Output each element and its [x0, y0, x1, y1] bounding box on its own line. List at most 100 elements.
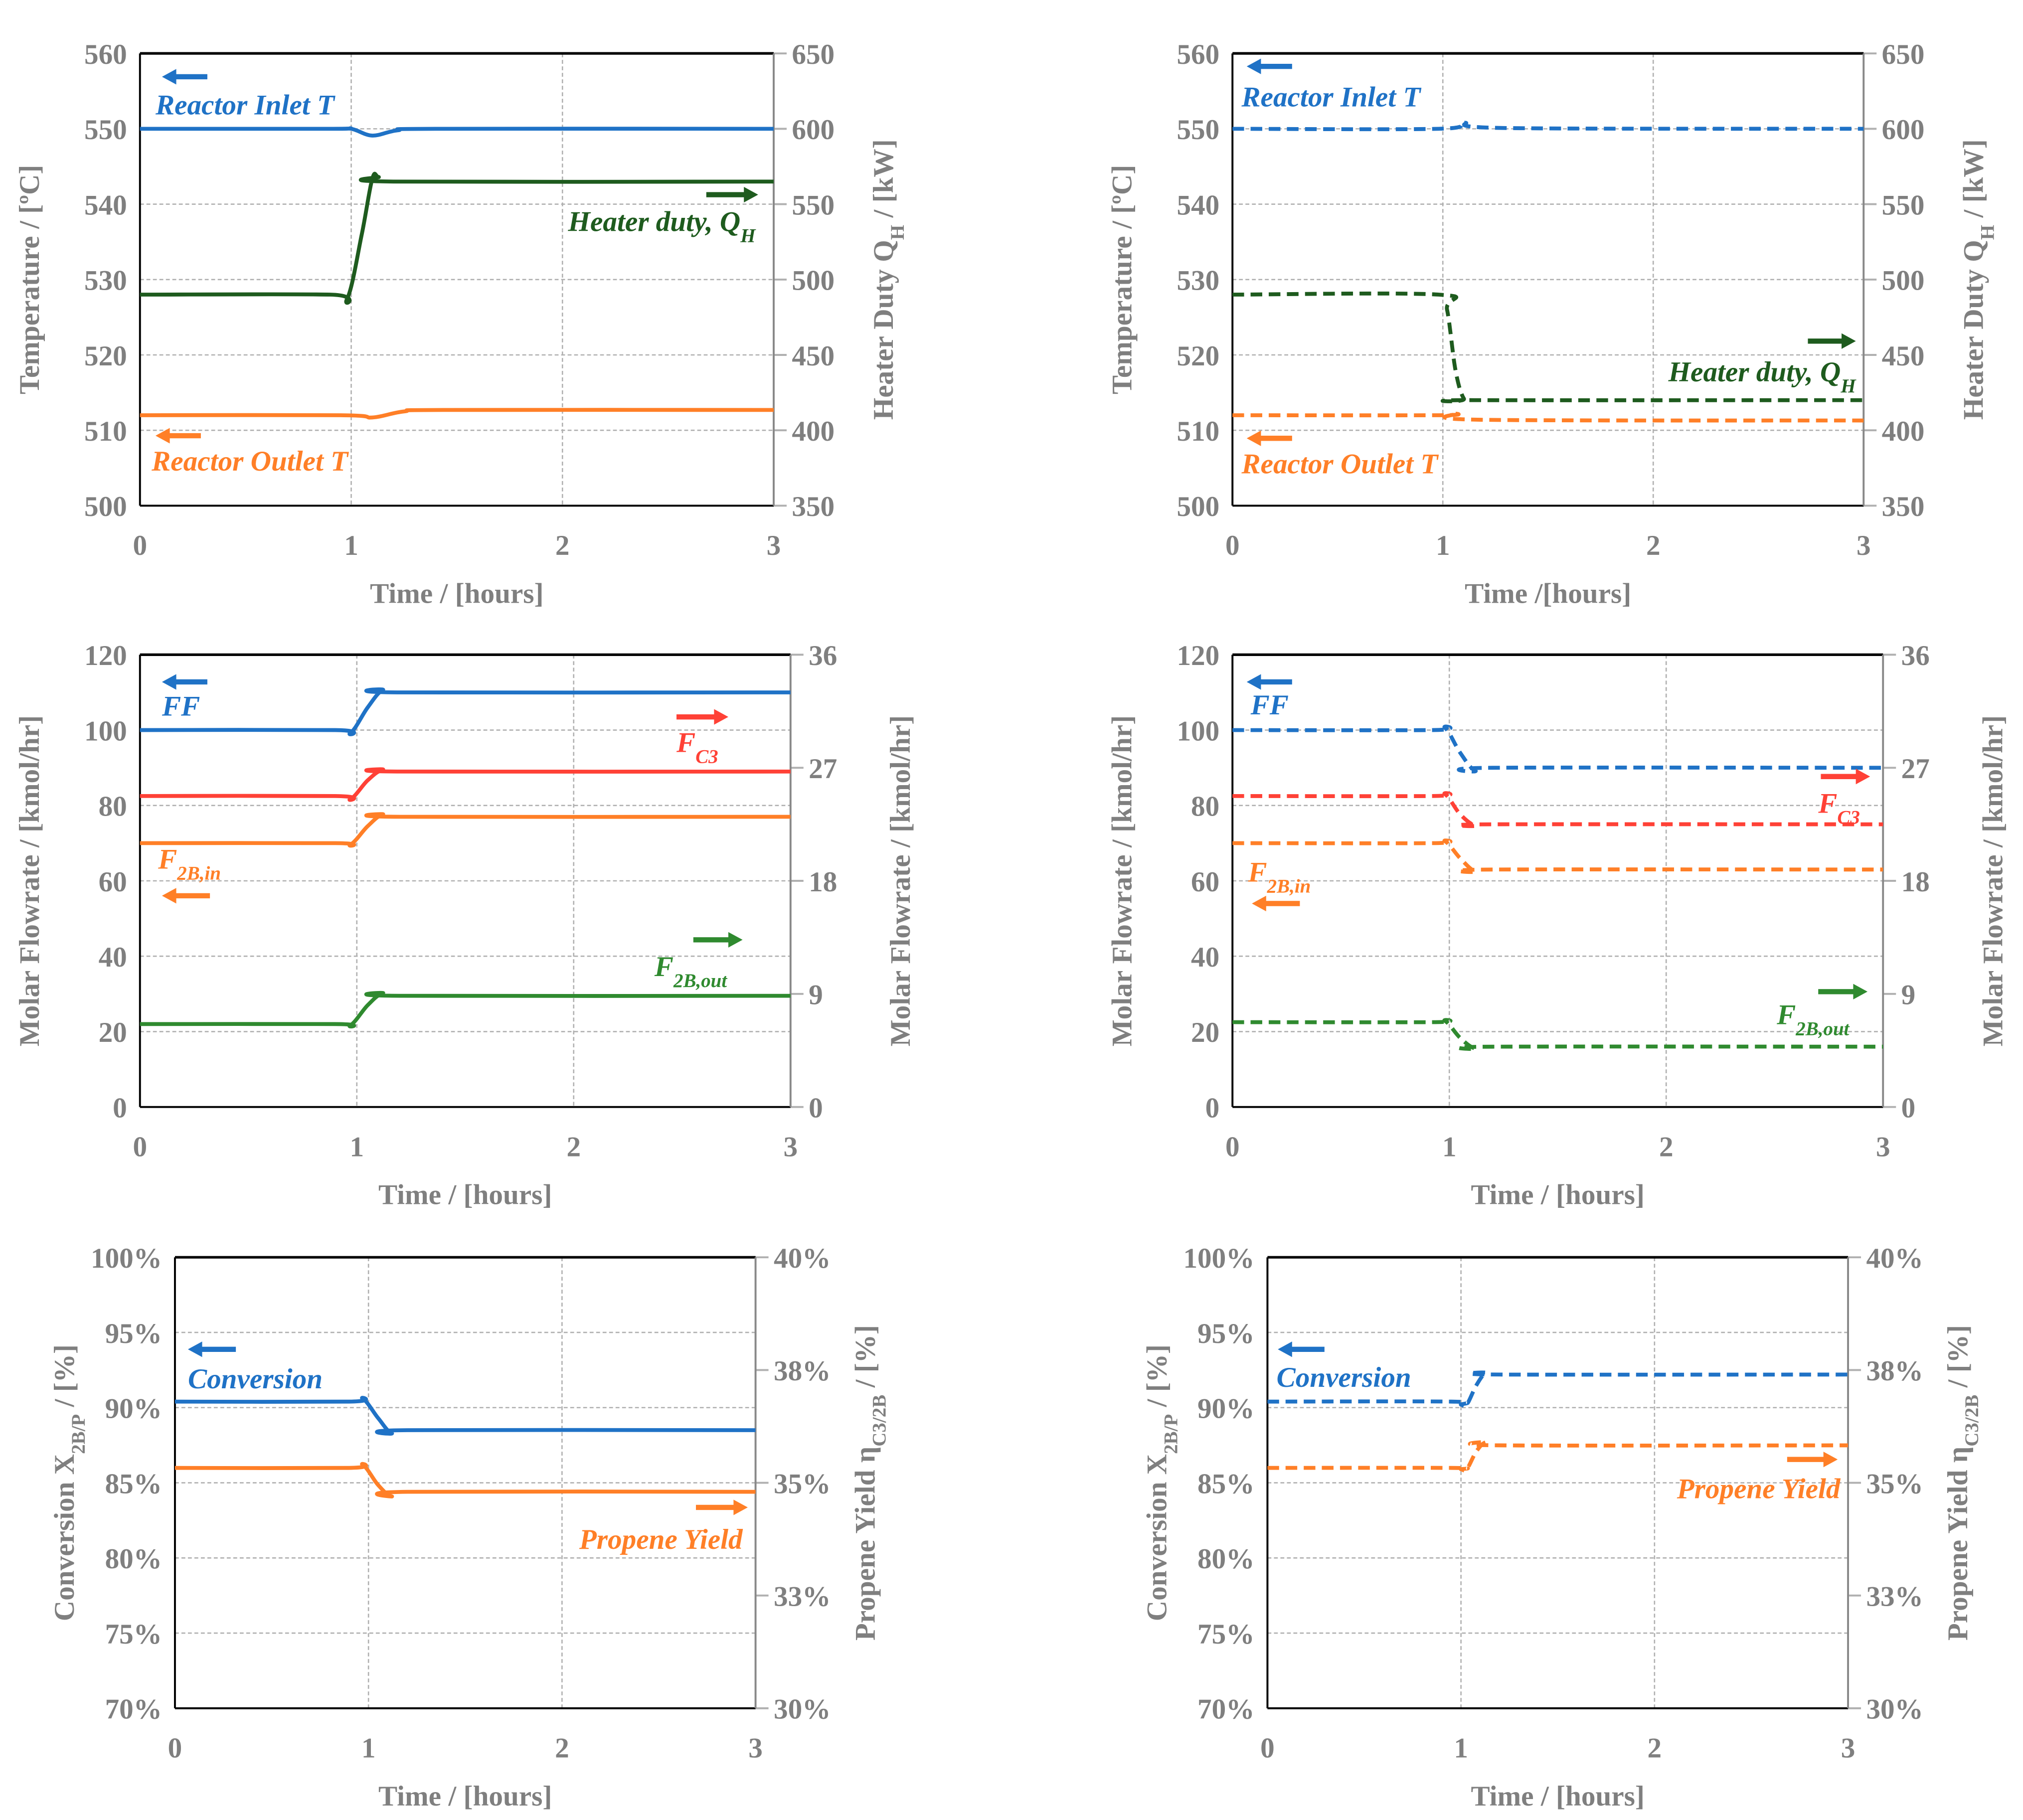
- y-axis-label-text: Molar Flowrate / [kmol/hr]: [14, 715, 45, 1046]
- series-line-reactor-outlet-t: [140, 408, 774, 420]
- y2-tick-label: 35%: [774, 1468, 831, 1499]
- series-line-fc3: [140, 767, 791, 802]
- series-annotation-text: Conversion: [1277, 1362, 1411, 1393]
- x-tick-label: 3: [1856, 530, 1871, 561]
- y2-tick-label: 18: [809, 866, 837, 898]
- series-line-reactor-inlet-t: [140, 126, 774, 138]
- y-tick-label: 75%: [105, 1619, 162, 1650]
- y-tick-label: 100%: [91, 1243, 162, 1274]
- y2-tick-label: 33%: [774, 1581, 831, 1612]
- y-tick-label: 520: [84, 340, 127, 372]
- y2-axis-label: Molar Flowrate / [kmol/hr]: [885, 715, 916, 1046]
- series-line-heater-duty-qh: [140, 171, 774, 305]
- y-tick-label: 510: [84, 416, 127, 447]
- y-axis-label: Temperature / [ºC]: [14, 165, 45, 394]
- arrowhead-right-icon: [744, 186, 758, 203]
- y-tick-label: 95%: [1197, 1318, 1254, 1349]
- series-annotation: FF: [1250, 689, 1289, 721]
- y-axis-label-text-rest: / [%]: [1142, 1344, 1173, 1414]
- arrowhead-right-icon: [1842, 333, 1856, 349]
- x-tick-label: 1: [344, 530, 358, 561]
- series-annotation-subscript: C3: [1837, 807, 1859, 828]
- y2-tick-label: 600: [1882, 114, 1925, 146]
- y-axis-label-text: Conversion X: [1142, 1454, 1173, 1621]
- y2-tick-label: 40%: [774, 1243, 831, 1274]
- x-axis-label: Time / [hours]: [1471, 1781, 1645, 1812]
- y2-tick-label: 350: [792, 491, 835, 522]
- y2-tick-label: 33%: [1866, 1581, 1923, 1612]
- series-annotation-text: Conversion: [188, 1363, 323, 1395]
- y2-axis-label-text-rest: / [kW]: [1958, 139, 1989, 225]
- y2-axis-label-text: Heater Duty Q: [868, 240, 899, 420]
- y2-tick-label: 500: [1882, 265, 1925, 297]
- series-annotation: Reactor Outlet T: [151, 446, 349, 477]
- y-tick-label: 90%: [105, 1393, 162, 1425]
- y2-tick-label: 35%: [1866, 1468, 1923, 1499]
- x-axis-label: Time / [hours]: [378, 1179, 552, 1211]
- y2-tick-label: 9: [1901, 980, 1916, 1011]
- y2-axis-label-text: Molar Flowrate / [kmol/hr]: [885, 715, 916, 1046]
- arrowhead-right-icon: [1823, 1452, 1838, 1468]
- series-line-ff: [1232, 724, 1883, 774]
- y-axis-label: Molar Flowrate / [kmol/hr]: [1106, 715, 1138, 1046]
- y-tick-label: 500: [1177, 491, 1219, 522]
- y2-axis-label: Heater Duty QH / [kW]: [868, 139, 908, 420]
- series-annotation: Heater duty, QH: [568, 206, 757, 246]
- x-tick-label: 2: [1646, 530, 1661, 561]
- series-annotation-text: Propene Yield: [579, 1524, 743, 1555]
- y-axis-label-text: Molar Flowrate / [kmol/hr]: [1106, 715, 1138, 1046]
- y2-tick-label: 0: [1901, 1092, 1916, 1124]
- arrowhead-left-icon: [155, 428, 170, 444]
- series-line-heater-duty-qh: [1232, 291, 1864, 403]
- series-line-conversion: [1267, 1370, 1849, 1408]
- arrowhead-right-icon: [733, 1499, 748, 1515]
- arrowhead-left-icon: [1278, 1341, 1292, 1357]
- y-tick-label: 40: [99, 942, 127, 973]
- y2-tick-label: 38%: [1866, 1355, 1923, 1387]
- arrowhead-left-icon: [162, 674, 176, 690]
- y-axis-label-subscript: 2B/P: [1160, 1414, 1181, 1454]
- x-tick-label: 1: [1454, 1733, 1468, 1764]
- series-annotation-text: Propene Yield: [1677, 1474, 1841, 1505]
- x-tick-label: 1: [361, 1733, 376, 1764]
- arrowhead-left-icon: [1246, 430, 1261, 446]
- y2-tick-label: 350: [1882, 491, 1925, 522]
- y-axis-label-text: Temperature / [ºC]: [1106, 165, 1138, 394]
- series-annotation-subscript: 2B,out: [1795, 1018, 1850, 1039]
- arrowhead-right-icon: [1855, 769, 1870, 785]
- y-tick-label: 80: [99, 791, 127, 823]
- y2-tick-label: 18: [1901, 866, 1930, 898]
- series-annotation: Reactor Outlet T: [1241, 448, 1439, 480]
- y2-tick-label: 30%: [774, 1694, 831, 1725]
- series-annotation-subscript: H: [1840, 375, 1856, 396]
- y-tick-label: 85%: [105, 1468, 162, 1499]
- arrowhead-right-icon: [714, 709, 728, 725]
- y2-tick-label: 40%: [1866, 1243, 1923, 1274]
- series-annotation-text: F: [1818, 788, 1837, 820]
- y-tick-label: 95%: [105, 1318, 162, 1349]
- y-tick-label: 560: [84, 39, 127, 70]
- y-tick-label: 75%: [1197, 1619, 1254, 1650]
- series-line-propene-yield: [174, 1462, 756, 1498]
- series-annotation-text: FF: [162, 691, 200, 722]
- y2-tick-label: 550: [792, 189, 835, 221]
- series-line-ff: [140, 687, 791, 736]
- arrowhead-right-icon: [728, 932, 743, 948]
- y-tick-label: 510: [1177, 416, 1219, 447]
- x-tick-label: 2: [566, 1131, 581, 1162]
- series-annotation: FF: [162, 691, 200, 722]
- y2-axis-label-text-rest: / [%]: [850, 1325, 881, 1395]
- y2-tick-label: 38%: [774, 1355, 831, 1387]
- y-tick-label: 120: [1177, 640, 1219, 671]
- y-tick-label: 70%: [105, 1694, 162, 1725]
- series-annotation-text: Heater duty, Q: [1668, 356, 1841, 388]
- y-tick-label: 0: [113, 1092, 127, 1124]
- series-annotation: Reactor Inlet T: [1241, 82, 1421, 113]
- y2-axis-label-subscript: C3/2B: [868, 1395, 890, 1447]
- arrowhead-left-icon: [162, 69, 176, 85]
- series-line-f2b-in: [1232, 838, 1883, 874]
- arrowhead-left-icon: [1252, 895, 1266, 912]
- y-tick-label: 550: [1177, 114, 1219, 146]
- x-tick-label: 0: [133, 530, 147, 561]
- y2-tick-label: 9: [809, 980, 823, 1011]
